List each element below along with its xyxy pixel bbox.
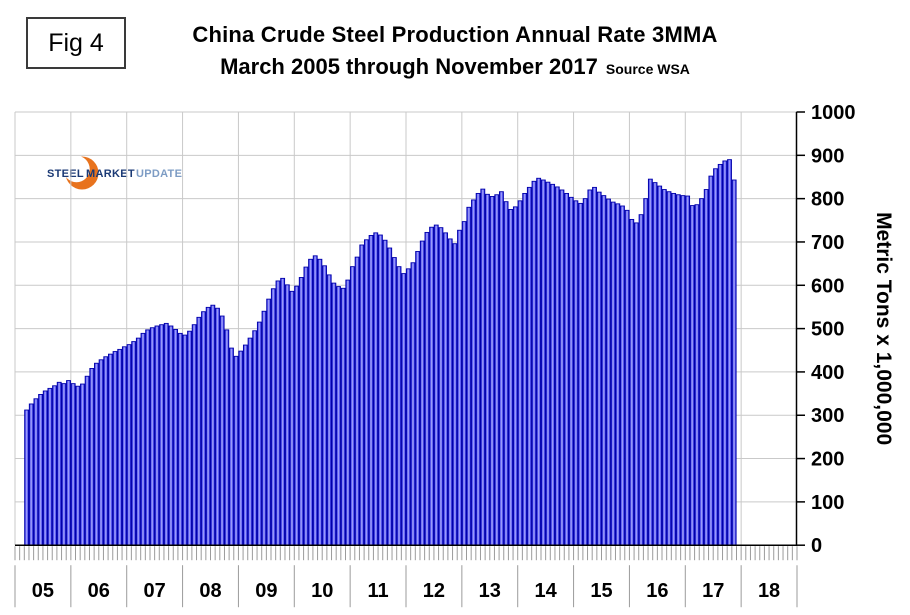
y-tick-label: 500 (811, 319, 844, 341)
y-axis-labels: 0 100 200 300 400 500 600 700 800 900 1000 (811, 102, 856, 557)
source-label: Source WSA (605, 61, 690, 77)
y-tick-label: 1000 (811, 102, 856, 124)
logo-graphic: STEEL MARKET UPDATE (47, 155, 182, 190)
x-year-label: 08 (199, 580, 221, 602)
logo-crescent-hole (63, 155, 90, 183)
y-tick-label: 400 (811, 362, 844, 384)
x-year-label: 10 (311, 580, 333, 602)
x-year-label: 16 (646, 580, 668, 602)
bars-group (24, 159, 737, 546)
chart-header: China Crude Steel Production Annual Rate… (0, 22, 910, 80)
chart-subtitle: March 2005 through November 2017 (220, 54, 598, 79)
y-tick-label: 900 (811, 145, 844, 167)
x-year-label: 09 (255, 580, 277, 602)
x-year-label: 05 (32, 580, 54, 602)
axes-group (15, 111, 805, 546)
chart-title: China Crude Steel Production Annual Rate… (192, 22, 718, 47)
y-tick-label: 700 (811, 232, 844, 254)
x-year-label: 11 (367, 580, 388, 602)
y-tick-label: 200 (811, 449, 844, 471)
y-axis-title: Metric Tons x 1,000,000 (872, 212, 895, 445)
x-axis-year-labels: 05 06 07 08 09 10 11 12 13 14 15 16 17 18 (32, 580, 780, 602)
y-tick-label: 100 (811, 492, 844, 514)
x-year-label: 18 (758, 580, 780, 602)
y-tick-label: 600 (811, 275, 844, 297)
x-year-label: 13 (479, 580, 501, 602)
figure-label-box: Fig 4 (26, 17, 126, 69)
y-tick-label: 800 (811, 189, 844, 211)
year-separators (14, 565, 798, 608)
logo-word-update: UPDATE (136, 168, 182, 180)
x-year-label: 12 (423, 580, 445, 602)
x-year-label: 14 (535, 580, 558, 602)
x-year-label: 15 (590, 580, 612, 602)
y-tick-label: 300 (811, 405, 844, 427)
x-year-label: 06 (88, 580, 110, 602)
x-year-label: 17 (702, 580, 724, 602)
steel-market-update-logo: STEEL MARKET UPDATE (46, 152, 196, 203)
month-minor-ticks (14, 546, 798, 561)
steel-production-bar-chart: 0 100 200 300 400 500 600 700 800 900 1000 05 06 07 08… (14, 102, 895, 608)
y-tick-label: 0 (811, 535, 822, 557)
logo-word-steel: STEEL (47, 168, 84, 180)
chart-subtitle-row: March 2005 through November 2017 Source … (0, 54, 910, 80)
logo-word-market: MARKET (86, 168, 135, 180)
x-year-label: 07 (144, 580, 166, 602)
figure-label: Fig 4 (48, 28, 104, 57)
